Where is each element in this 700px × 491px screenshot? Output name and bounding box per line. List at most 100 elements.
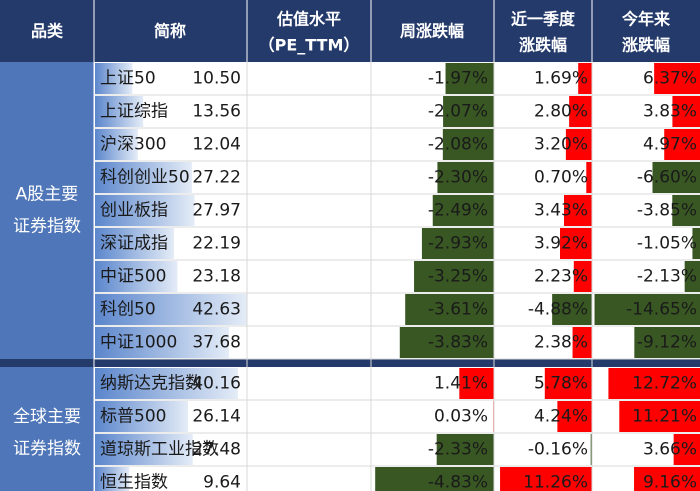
quarter-change: -0.16% [528,440,588,460]
category-cell [0,62,94,359]
quarter-change: 3.92% [534,234,588,254]
pe-bar [95,162,192,193]
pe-bar [95,63,133,94]
pe-bar [95,96,144,127]
quarter-bar [590,434,592,465]
category-label: 全球主要 [13,407,81,427]
week-bar [443,96,494,127]
quarter-change: 2.23% [534,267,588,287]
ytd-bar [652,162,700,193]
week-change: -2.93% [428,234,488,254]
pe-bar [95,327,230,358]
pe-value: 42.63 [192,300,241,320]
index-name: 创业板指 [100,201,168,221]
pe-value: 10.50 [192,69,241,89]
pe-bar [95,261,178,292]
ytd-bar [672,195,700,226]
header-quarter-line2: 涨跌幅 [519,36,567,55]
quarter-bar [563,195,592,226]
week-change: -2.08% [428,135,488,155]
pe-value: 26.14 [192,407,241,427]
ytd-change: 4.97% [643,135,697,155]
pe-value: 9.64 [203,473,241,491]
pe-bar [95,434,193,465]
ytd-bar [692,228,700,259]
ytd-bar [654,63,700,94]
week-bar [375,467,494,491]
quarter-bar [569,96,592,127]
ytd-change: -6.60% [637,168,697,188]
week-bar [399,327,494,358]
ytd-change: 9.16% [643,473,697,491]
index-name: 中证1000 [100,333,177,353]
pe-value: 37.68 [192,333,241,353]
quarter-change: 2.80% [534,102,588,122]
pe-bar [95,129,138,160]
pe-bar [95,195,195,226]
ytd-bar [634,327,700,358]
quarter-change: 5.78% [534,374,588,394]
ytd-bar [664,129,700,160]
pe-bar [95,401,189,432]
quarter-change: 0.70% [534,168,588,188]
week-change: -2.30% [428,168,488,188]
week-bar [432,195,494,226]
week-bar [442,129,494,160]
week-bar [445,63,494,94]
ytd-change: 3.83% [643,102,697,122]
week-change: -1.97% [428,69,488,89]
quarter-change: 1.69% [534,69,588,89]
category-label: 证券指数 [13,217,81,237]
week-change: 1.41% [434,374,488,394]
ytd-change: -14.65% [626,300,697,320]
pe-value: 23.18 [192,267,241,287]
index-name: 中证500 [100,267,166,287]
header-category: 品类 [31,22,64,41]
pe-value: 27.22 [192,168,241,188]
quarter-bar [573,261,592,292]
week-change: 0.03% [434,407,488,427]
header-ytd-line2: 涨跌幅 [622,36,670,55]
pe-value: 40.16 [192,374,241,394]
ytd-change: -1.05% [637,234,697,254]
pe-bar [95,467,130,491]
pe-value: 27.97 [192,201,241,221]
ytd-bar [608,368,700,399]
quarter-bar [572,327,592,358]
pe-bar [95,294,247,325]
index-name: 上证50 [100,69,156,89]
week-bar [421,228,494,259]
group-separator [0,359,700,367]
ytd-change: -9.12% [637,333,697,353]
quarter-bar [552,294,592,325]
pe-bar [95,228,174,259]
pe-value: 12.04 [192,135,241,155]
ytd-bar [672,96,700,127]
week-change: -4.83% [428,473,488,491]
week-bar [405,294,494,325]
quarter-bar [557,401,592,432]
quarter-change: 11.26% [523,473,588,491]
category-cell [0,367,94,491]
ytd-change: -3.85% [637,201,697,221]
week-change: -2.49% [428,201,488,221]
ytd-change: 3.66% [643,440,697,460]
ytd-bar [634,467,700,491]
week-bar [437,162,494,193]
category-label: A股主要 [16,185,79,205]
week-change: -3.83% [428,333,488,353]
pe-value: 13.56 [192,102,241,122]
index-name: 纳斯达克指数 [100,374,202,394]
ytd-bar [594,294,700,325]
index-name: 沪深300 [100,135,166,155]
week-change: -3.25% [428,267,488,287]
quarter-bar [565,129,592,160]
ytd-change: 12.72% [632,374,697,394]
pe-value: 27.48 [192,440,241,460]
header-name: 简称 [154,22,186,41]
quarter-change: -4.88% [528,300,588,320]
header-pe-line2: （PE_TTM） [259,36,360,55]
week-change: -2.33% [428,440,488,460]
